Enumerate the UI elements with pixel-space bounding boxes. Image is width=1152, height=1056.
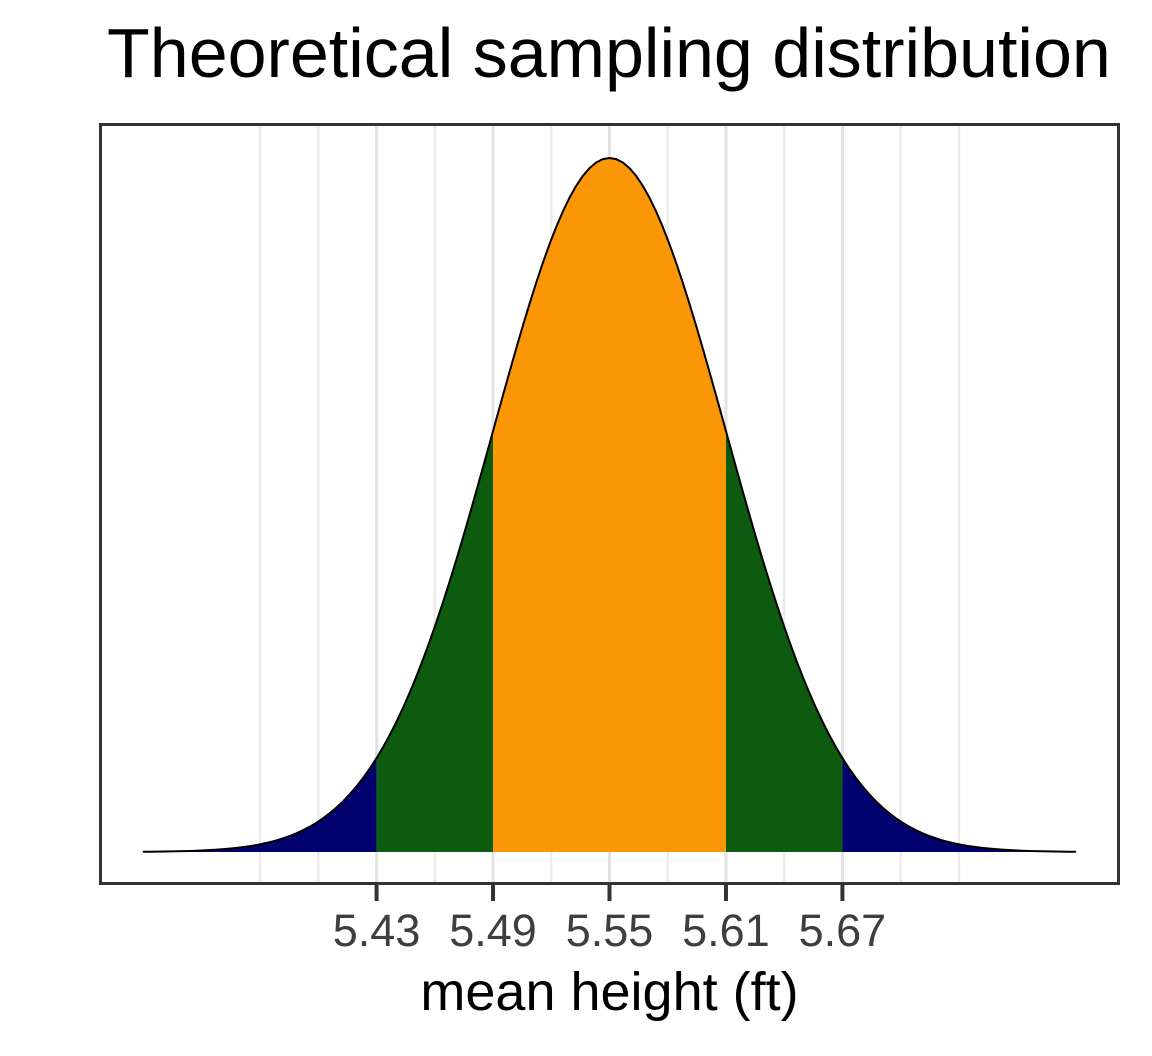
x-tick-label: 5.67 — [798, 905, 887, 956]
x-tick-label: 5.55 — [565, 905, 654, 956]
chart-title: Theoretical sampling distribution — [107, 14, 1111, 92]
chart-canvas — [99, 123, 1120, 901]
density-region-within-1sd-of-mean — [493, 158, 726, 852]
x-tick-label: 5.61 — [682, 905, 770, 956]
x-tick-label: 5.49 — [449, 905, 537, 956]
panel-border — [99, 123, 1120, 885]
x-tick-label: 5.43 — [332, 905, 421, 956]
density-region-left-tail-beyond-2sd — [143, 758, 377, 852]
density-region-right-tail-beyond-2sd — [842, 758, 1076, 852]
density-curve-line — [142, 156, 1077, 853]
x-axis-label: mean height (ft) — [420, 962, 799, 1022]
